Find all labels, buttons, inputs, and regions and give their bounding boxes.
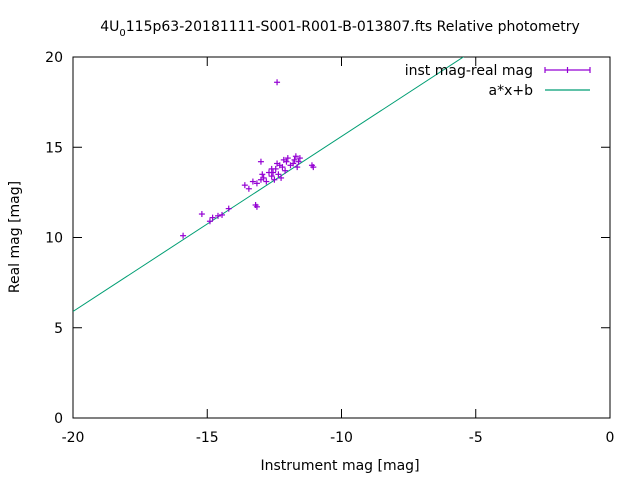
data-point [225,205,232,212]
chart-title-subscript: 0 [119,28,125,39]
data-point [270,169,277,176]
data-point [275,171,282,178]
y-axis: 0 5 10 15 20 [45,50,610,427]
data-point [283,158,290,165]
fit-line [73,57,465,312]
data-point [278,174,285,181]
y-tick-label: 15 [45,140,63,156]
data-point [241,182,248,189]
data-point [260,174,267,181]
y-tick-label: 20 [45,50,63,66]
data-point [257,158,264,165]
data-point [310,164,317,171]
x-tick-label: -10 [330,430,353,446]
data-point [206,218,213,225]
data-point [245,185,252,192]
y-tick-label: 5 [54,321,63,337]
data-point [279,164,286,171]
data-point [249,178,256,185]
data-series [180,79,317,239]
data-point [253,203,260,210]
fit-series [73,57,465,312]
data-point [294,164,301,171]
x-tick-label: 0 [606,430,615,446]
legend-label-inst: inst mag-real mag [405,63,533,79]
x-tick-label: -15 [196,430,219,446]
data-point [284,155,291,162]
data-point [274,160,281,167]
chart-title: 4U0115p63-20181111-S001-R001-B-013807.ft… [100,19,580,39]
plot-border [72,56,611,419]
x-axis-label: Instrument mag [mag] [260,458,419,474]
data-point [296,155,303,162]
data-point [290,160,297,167]
plot-area [72,56,611,419]
data-point [198,211,205,218]
data-point [209,214,216,221]
x-tick-label: -20 [62,430,85,446]
chart-title-main: 4U [100,19,119,35]
legend: inst mag-real mag a*x+b [405,63,591,99]
data-point [253,180,260,187]
legend-label-fit: a*x+b [489,83,534,99]
data-point [263,178,270,185]
data-point [259,171,266,178]
data-point [274,79,281,86]
data-point [282,167,289,174]
data-point [180,232,187,239]
data-point [268,165,275,172]
data-point [268,173,275,180]
data-point [219,211,226,218]
data-point [271,176,278,183]
y-axis-label: Real mag [mag] [7,181,23,293]
x-axis: -20 -15 -10 -5 0 [62,57,615,446]
data-point [214,212,221,219]
data-point [295,158,302,165]
y-tick-label: 0 [54,411,63,427]
data-point [291,156,298,163]
chart-title-rest: 115p63-20181111-S001-R001-B-013807.fts R… [126,19,580,35]
x-tick-label: -5 [469,430,483,446]
legend-sample-inst [544,67,591,73]
data-point [292,153,299,160]
y-tick-label: 10 [45,231,63,247]
